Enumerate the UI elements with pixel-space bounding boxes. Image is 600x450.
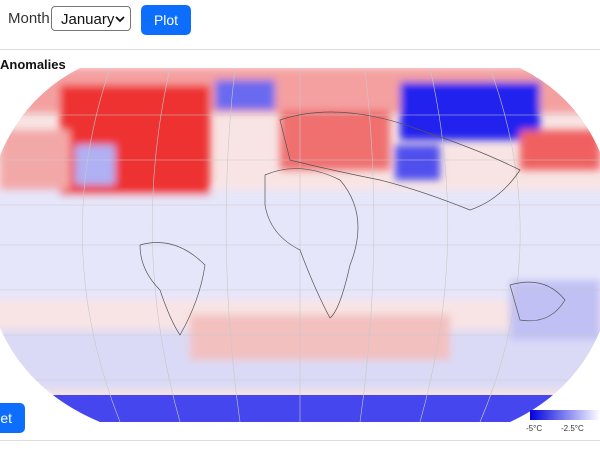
month-select[interactable]: January (51, 6, 131, 31)
graticule (0, 68, 600, 422)
coastlines (139, 111, 566, 336)
chevron (115, 16, 125, 23)
reset-button-text: et (0, 410, 12, 426)
month-label: Month: (8, 10, 54, 27)
month-select-value: January (61, 11, 115, 28)
colorbar-tick: -2.5°C (561, 424, 584, 433)
reset-button[interactable]: et (0, 403, 25, 433)
divider (0, 49, 600, 50)
colorbar-tick: -5°C (526, 424, 543, 433)
plot-button[interactable]: Plot (141, 5, 191, 35)
divider (0, 440, 600, 441)
map-title: Anomalies (0, 57, 66, 72)
colorbar (530, 410, 600, 420)
